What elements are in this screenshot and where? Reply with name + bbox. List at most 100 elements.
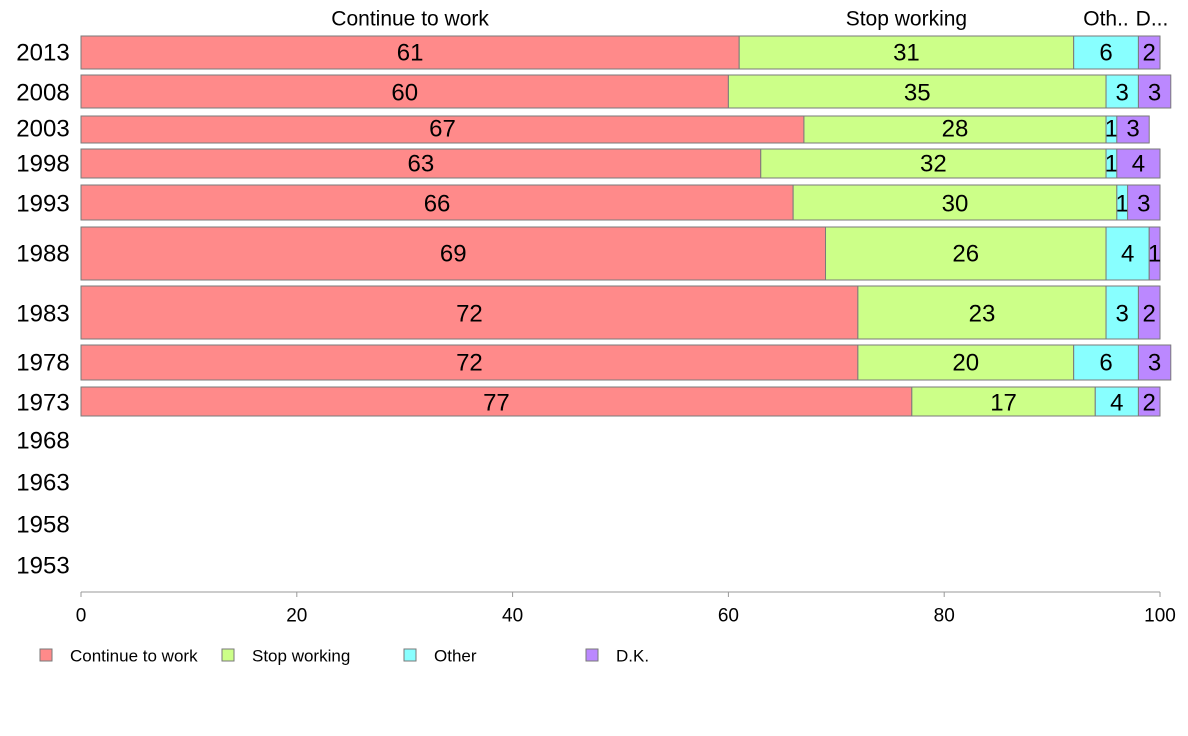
data-label-1998-d-k-: 4 bbox=[1132, 151, 1145, 178]
year-label-1978: 1978 bbox=[16, 350, 69, 377]
x-tick-label-100: 100 bbox=[1144, 606, 1176, 627]
bar-1998-d-k- bbox=[1116, 148, 1161, 179]
top-label-2: Oth.. bbox=[1083, 8, 1129, 31]
data-label-1998-other: 1 bbox=[1105, 151, 1118, 178]
bar-2003-stop-working bbox=[803, 115, 1107, 144]
data-label-1988-d-k-: 1 bbox=[1148, 241, 1161, 268]
bar-2008-d-k- bbox=[1137, 74, 1172, 109]
bar-2013-continue-to-work bbox=[80, 35, 740, 70]
data-label-1973-d-k-: 2 bbox=[1143, 390, 1156, 417]
year-label-1973: 1973 bbox=[16, 390, 69, 417]
x-tick-label-20: 20 bbox=[286, 606, 307, 627]
year-label-1998: 1998 bbox=[16, 151, 69, 178]
bar-1978-other bbox=[1073, 344, 1139, 381]
bar-2013-other bbox=[1073, 35, 1139, 70]
legend-label-0: Continue to work bbox=[70, 647, 198, 666]
top-label-0: Continue to work bbox=[331, 8, 489, 31]
year-label-2003: 2003 bbox=[16, 116, 69, 143]
data-label-2008-other: 3 bbox=[1116, 80, 1129, 107]
x-tick-label-40: 40 bbox=[502, 606, 523, 627]
bar-1988-stop-working bbox=[825, 226, 1107, 281]
data-label-1983-stop-working: 23 bbox=[969, 301, 996, 328]
bar-2008-other bbox=[1105, 74, 1139, 109]
bar-1973-continue-to-work bbox=[80, 386, 913, 417]
data-label-2003-stop-working: 28 bbox=[942, 116, 969, 143]
data-label-1998-stop-working: 32 bbox=[920, 151, 947, 178]
data-label-1998-continue-to-work: 63 bbox=[408, 151, 435, 178]
data-label-2008-continue-to-work: 60 bbox=[391, 80, 418, 107]
legend-swatch-2 bbox=[403, 648, 417, 662]
bar-2008-stop-working bbox=[727, 74, 1107, 109]
year-axis-labels: 2013 2008 2003 1998 1993 1988 1983 1978 1973 1968… bbox=[16, 40, 69, 580]
data-label-2013-d-k-: 2 bbox=[1143, 40, 1156, 67]
bar-1983-other bbox=[1105, 285, 1139, 340]
data-label-2013-stop-working: 31 bbox=[893, 40, 920, 67]
year-label-1983: 1983 bbox=[16, 301, 69, 328]
year-label-2008: 2008 bbox=[16, 80, 69, 107]
data-label-1973-continue-to-work: 77 bbox=[483, 390, 510, 417]
legend: Continue to work Stop working Other D.K. bbox=[39, 647, 649, 666]
data-label-1988-other: 4 bbox=[1121, 241, 1134, 268]
legend-label-1: Stop working bbox=[252, 647, 350, 666]
bar-1993-stop-working bbox=[792, 184, 1118, 221]
x-tick-label-0: 0 bbox=[76, 606, 87, 627]
data-label-2003-other: 1 bbox=[1105, 116, 1118, 143]
data-label-2003-continue-to-work: 67 bbox=[429, 116, 456, 143]
bar-1998-continue-to-work bbox=[80, 148, 762, 179]
data-label-1993-d-k-: 3 bbox=[1137, 191, 1150, 218]
data-label-2013-continue-to-work: 61 bbox=[397, 40, 424, 67]
year-label-1963: 1963 bbox=[16, 470, 69, 497]
data-label-1983-continue-to-work: 72 bbox=[456, 301, 483, 328]
data-label-1973-stop-working: 17 bbox=[990, 390, 1017, 417]
bar-1983-d-k- bbox=[1137, 285, 1161, 340]
bar-1998-stop-working bbox=[760, 148, 1107, 179]
bar-1983-continue-to-work bbox=[80, 285, 859, 340]
legend-label-2: Other bbox=[434, 647, 477, 666]
data-label-1993-stop-working: 30 bbox=[942, 191, 969, 218]
bar-2003-d-k- bbox=[1116, 115, 1150, 144]
bar-1993-d-k- bbox=[1127, 184, 1161, 221]
data-label-1983-other: 3 bbox=[1116, 301, 1129, 328]
data-label-1988-continue-to-work: 69 bbox=[440, 241, 467, 268]
year-label-1993: 1993 bbox=[16, 191, 69, 218]
bar-1978-continue-to-work bbox=[80, 344, 859, 381]
legend-swatch-1 bbox=[221, 648, 235, 662]
bar-2013-d-k- bbox=[1137, 35, 1161, 70]
legend-swatch-0 bbox=[39, 648, 53, 662]
data-label-1978-d-k-: 3 bbox=[1148, 350, 1161, 377]
data-label-2003-d-k-: 3 bbox=[1126, 116, 1139, 143]
bar-1988-d-k- bbox=[1148, 226, 1161, 281]
year-label-1968: 1968 bbox=[16, 428, 69, 455]
bar-1978-stop-working bbox=[857, 344, 1075, 381]
year-label-1988: 1988 bbox=[16, 241, 69, 268]
bar-2013-stop-working bbox=[738, 35, 1075, 70]
legend-swatch-3 bbox=[585, 648, 599, 662]
data-label-2013-other: 6 bbox=[1099, 40, 1112, 67]
bar-1978-d-k- bbox=[1137, 344, 1172, 381]
bar-1988-other bbox=[1105, 226, 1150, 281]
top-label-1: Stop working bbox=[846, 8, 967, 31]
bar-2003-continue-to-work bbox=[80, 115, 805, 144]
data-label-1993-other: 1 bbox=[1116, 191, 1129, 218]
x-axis: 0 20 40 60 80 100 bbox=[76, 591, 1176, 627]
legend-label-3: D.K. bbox=[616, 647, 649, 666]
data-label-1978-other: 6 bbox=[1099, 350, 1112, 377]
data-label-2008-stop-working: 35 bbox=[904, 80, 931, 107]
bar-1973-stop-working bbox=[911, 386, 1096, 417]
bar-1973-d-k- bbox=[1137, 386, 1161, 417]
bar-1988-continue-to-work bbox=[80, 226, 827, 281]
bars-area: 61 31 6 260 35 3 367 28 1 363 32 1 466 30 1 369 26 4 172 23… bbox=[80, 35, 1172, 417]
year-label-1953: 1953 bbox=[16, 553, 69, 580]
top-segment-labels: Continue to work Stop working Oth.. D... bbox=[331, 8, 1168, 31]
year-label-1958: 1958 bbox=[16, 512, 69, 539]
data-label-1973-other: 4 bbox=[1110, 390, 1123, 417]
data-label-1988-stop-working: 26 bbox=[952, 241, 979, 268]
bar-2008-continue-to-work bbox=[80, 74, 729, 109]
top-label-3: D... bbox=[1136, 8, 1169, 31]
data-label-1983-d-k-: 2 bbox=[1143, 301, 1156, 328]
bar-1993-continue-to-work bbox=[80, 184, 794, 221]
x-tick-label-60: 60 bbox=[718, 606, 739, 627]
bar-1983-stop-working bbox=[857, 285, 1107, 340]
data-label-2008-d-k-: 3 bbox=[1148, 80, 1161, 107]
